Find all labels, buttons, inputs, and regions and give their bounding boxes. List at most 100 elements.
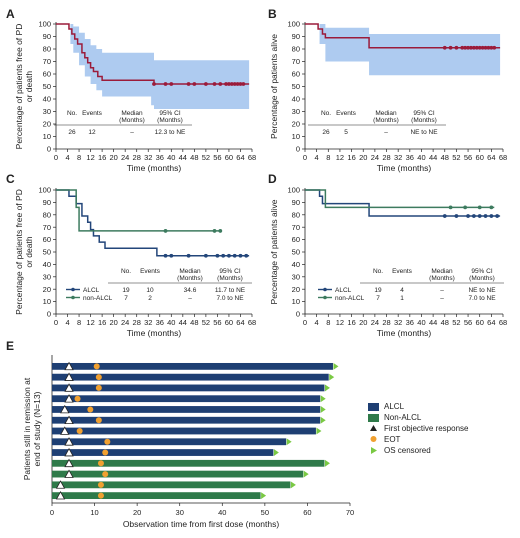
table-cell: – <box>188 295 192 302</box>
response-marker <box>64 383 74 392</box>
censor-marker <box>480 45 485 50</box>
table-cell: 19 <box>122 287 130 294</box>
x-tick-label: 60 <box>225 153 233 162</box>
y-tick-label: 40 <box>292 95 300 104</box>
x-tick-label: 32 <box>144 153 152 162</box>
censor-marker <box>463 205 468 210</box>
x-tick-label: 0 <box>54 318 58 327</box>
eot-marker <box>95 417 102 424</box>
censor-marker <box>186 253 191 258</box>
x-tick-label: 16 <box>347 318 355 327</box>
y-tick-label: 20 <box>292 285 300 294</box>
y-tick-label: 0 <box>47 145 51 154</box>
table-header: 95% CI <box>471 268 493 275</box>
y-tick-label: 80 <box>43 45 51 54</box>
y-tick-label: 90 <box>292 198 300 207</box>
os-censored-marker <box>273 449 279 456</box>
x-tick-label: 16 <box>98 318 106 327</box>
y-tick-label: 100 <box>287 186 300 195</box>
remission-bar <box>52 438 287 446</box>
x-tick-label: 24 <box>371 318 379 327</box>
response-marker <box>60 426 70 435</box>
y-tick-label: 10 <box>43 297 51 306</box>
x-tick-label: 40 <box>167 153 175 162</box>
eot-marker <box>97 460 104 467</box>
y-tick-label: 70 <box>292 57 300 66</box>
panel-label: A <box>6 7 15 21</box>
x-tick-label: 52 <box>202 153 210 162</box>
table-cell: 1 <box>400 295 404 302</box>
y-tick-label: 50 <box>43 82 51 91</box>
x-tick-label: 56 <box>213 318 221 327</box>
table-cell: 26 <box>322 129 330 136</box>
y-tick-label: 60 <box>292 70 300 79</box>
os-censored-marker <box>324 384 330 392</box>
response-marker <box>60 404 70 414</box>
x-tick-label: 60 <box>303 508 311 517</box>
legend-marker <box>71 287 75 292</box>
legend-label: ALCL <box>83 287 100 294</box>
censor-marker <box>492 45 497 50</box>
response-marker <box>64 372 74 381</box>
table-header: Median <box>431 268 453 275</box>
table-cell: 10 <box>146 287 154 294</box>
response-marker <box>64 458 74 468</box>
censor-marker <box>486 45 491 50</box>
x-tick-label: 16 <box>98 153 106 162</box>
table-header: Events <box>336 110 357 117</box>
remission-bar <box>52 481 291 489</box>
table-header: (Months) <box>373 117 399 124</box>
legend-label: ALCL <box>335 287 352 294</box>
x-tick-label: 56 <box>213 153 221 162</box>
x-tick-label: 44 <box>179 318 187 327</box>
legend-label: OS censored <box>384 446 431 455</box>
x-tick-label: 60 <box>476 153 484 162</box>
x-axis-title: Time (months) <box>127 328 182 338</box>
censor-marker <box>477 214 482 218</box>
table-header: Events <box>140 268 161 275</box>
eot-marker <box>76 428 83 434</box>
remission-bar <box>52 373 329 381</box>
x-tick-label: 40 <box>417 153 425 162</box>
km-curve <box>56 189 221 232</box>
censor-marker <box>442 45 447 50</box>
km-curve <box>56 189 250 257</box>
y-tick-label: 60 <box>43 235 51 244</box>
y-axis-title: Percentage of patients alive <box>269 199 279 304</box>
y-tick-label: 70 <box>43 223 51 232</box>
table-cell: – <box>440 287 444 294</box>
x-tick-label: 32 <box>144 318 152 327</box>
x-tick-label: 64 <box>236 318 244 327</box>
table-cell: – <box>130 129 134 136</box>
y-tick-label: 50 <box>43 248 51 257</box>
x-tick-label: 40 <box>218 508 226 517</box>
response-marker <box>64 447 74 457</box>
os-censored-marker <box>333 362 339 370</box>
eot-marker <box>102 471 109 478</box>
os-censored-marker <box>320 416 326 424</box>
censor-marker <box>163 253 168 258</box>
censor-marker <box>489 45 494 50</box>
x-tick-label: 36 <box>156 318 164 327</box>
x-tick-label: 30 <box>176 508 184 517</box>
table-cell: – <box>384 129 388 136</box>
x-tick-label: 36 <box>156 153 164 162</box>
censor-marker <box>471 45 476 50</box>
response-marker <box>64 394 74 403</box>
x-tick-label: 28 <box>133 318 141 327</box>
eot-marker <box>87 406 94 413</box>
response-marker <box>55 480 66 489</box>
x-tick-label: 10 <box>90 508 98 517</box>
table-cell: 12 <box>88 129 96 136</box>
x-tick-label: 0 <box>54 153 58 162</box>
table-cell: 2 <box>148 295 152 302</box>
km-curve <box>305 23 501 49</box>
table-header: 95% CI <box>159 110 181 117</box>
y-tick-label: 40 <box>43 260 51 269</box>
legend-marker <box>370 436 377 442</box>
censor-marker <box>483 45 488 50</box>
censor-marker <box>460 45 465 50</box>
y-tick-label: 80 <box>292 45 300 54</box>
